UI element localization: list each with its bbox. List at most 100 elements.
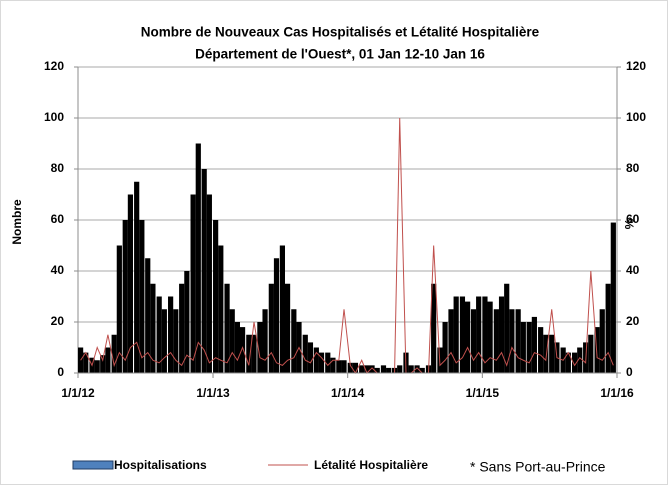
y2-axis-label: % [622, 219, 636, 230]
bar [127, 194, 134, 373]
legend-label: Létalité Hospitalière [314, 458, 428, 472]
bar [179, 283, 185, 373]
bar [419, 367, 425, 373]
bar [515, 309, 521, 373]
bar [543, 334, 549, 373]
bar [262, 309, 268, 373]
bar [268, 283, 274, 373]
bar [577, 347, 583, 373]
y2-tick-label: 80 [626, 161, 640, 175]
bar [599, 309, 605, 373]
bar [161, 309, 167, 373]
bar [594, 327, 600, 373]
bar [257, 322, 263, 373]
bar [610, 222, 616, 373]
bar [307, 342, 314, 373]
bar [465, 301, 471, 373]
bar [459, 296, 466, 373]
bar [251, 334, 257, 373]
bar [111, 334, 117, 373]
bar [83, 352, 89, 373]
bar [470, 309, 477, 373]
bar [431, 283, 437, 373]
x-tick-label: 1/1/14 [331, 386, 365, 400]
bar [565, 352, 571, 373]
bar [302, 334, 308, 373]
bar [168, 296, 174, 373]
bar [206, 194, 212, 373]
chart-title: Nombre de Nouveaux Cas Hospitalisés et L… [141, 25, 540, 40]
bar [139, 220, 145, 373]
bar [122, 220, 128, 373]
y2-tick-label: 20 [626, 314, 640, 328]
bar [482, 296, 488, 373]
bar [273, 258, 280, 373]
bar [526, 322, 532, 373]
bar [520, 322, 526, 373]
bar [224, 283, 230, 373]
bar [588, 334, 594, 373]
bar [100, 355, 106, 373]
bar [195, 143, 201, 373]
y-tick-label: 0 [57, 365, 64, 379]
bar [498, 296, 505, 373]
annotation: * Sans Port-au-Prince [470, 459, 606, 475]
bar [94, 360, 100, 373]
bar [213, 220, 219, 373]
x-tick-label: 1/1/16 [600, 386, 634, 400]
x-tick-label: 1/1/12 [61, 386, 95, 400]
y-tick-label: 40 [51, 263, 65, 277]
y2-tick-label: 0 [626, 365, 633, 379]
bar [184, 271, 190, 373]
bar [453, 296, 459, 373]
bar [538, 327, 544, 373]
bar [531, 316, 537, 373]
y-tick-label: 20 [51, 314, 65, 328]
bar [359, 365, 365, 373]
y2-tick-label: 100 [626, 110, 646, 124]
bar [229, 309, 235, 373]
bar [487, 301, 493, 373]
bar [442, 322, 448, 373]
bar [408, 365, 414, 373]
bar [325, 352, 331, 373]
y-tick-label: 80 [51, 161, 65, 175]
bar [134, 181, 140, 373]
bar [476, 296, 482, 373]
bar [201, 169, 207, 373]
y2-tick-label: 40 [626, 263, 640, 277]
y2-tick-label: 120 [626, 59, 646, 73]
bar [504, 283, 510, 373]
bar [116, 245, 122, 373]
bar [369, 365, 375, 373]
bar [571, 352, 578, 373]
bar [279, 245, 286, 373]
bar [347, 362, 353, 373]
bar [336, 360, 342, 373]
bar [605, 283, 611, 373]
bar [173, 309, 179, 373]
line [80, 117, 614, 374]
x-tick-label: 1/1/13 [196, 386, 230, 400]
bar [330, 357, 336, 373]
bar [380, 365, 387, 373]
bar [493, 309, 499, 373]
y2-tick-label: 60 [626, 212, 640, 226]
bar [364, 365, 370, 373]
bar [150, 283, 156, 373]
bar [374, 367, 380, 373]
y-tick-label: 120 [44, 59, 64, 73]
legend-label: Hospitalisations [114, 458, 207, 472]
y-tick-label: 100 [44, 110, 64, 124]
bar [234, 322, 240, 373]
bar [549, 334, 555, 373]
x-tick-label: 1/1/15 [466, 386, 500, 400]
bar [190, 194, 196, 373]
bar [397, 365, 403, 373]
bar [313, 347, 319, 373]
bar [156, 296, 162, 373]
bar [246, 334, 252, 373]
bar [291, 309, 297, 373]
